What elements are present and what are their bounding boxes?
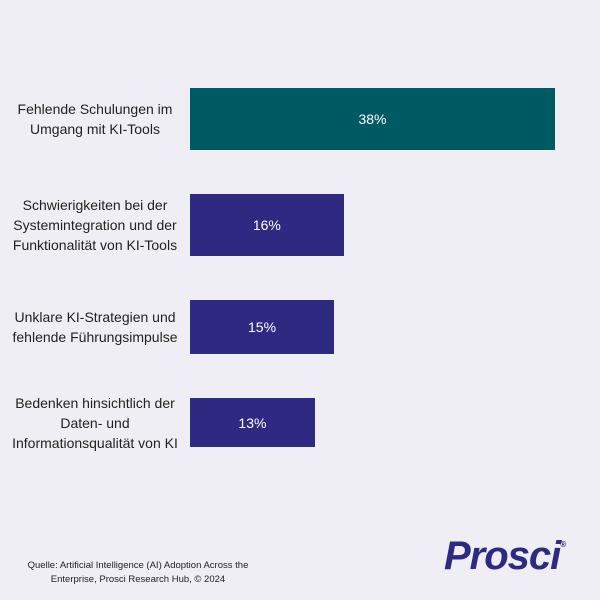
source-note: Quelle: Artificial Intelligence (AI) Ado… [27,560,249,585]
bar-value-label: 16% [252,217,281,233]
category-label: Fehlende Schulungen im Umgang mit KI-Too… [0,76,190,162]
category-label: Bedenken hinsichtlich der Daten- und Inf… [0,386,190,459]
bar-value-label: 15% [248,319,277,335]
category-label-text: Fehlende Schulungen im Umgang mit KI-Too… [17,101,173,137]
bar-value-label: 13% [238,414,267,431]
bar-4: 13% [190,398,315,447]
category-label-text: Bedenken hinsichtlich der Daten- und Inf… [12,394,178,451]
bar-chart: 38% Fehlende Schulungen im Umgang mit KI-… [0,76,555,459]
bar-2: 16% [190,194,344,256]
category-label: Unklare KI-Strategien und fehlende Führu… [0,288,190,366]
category-label-text: Unklare KI-Strategien und fehlende Führu… [12,309,178,345]
category-label-text: Schwierigkeiten bei der Systemintegratio… [12,197,178,253]
category-label: Schwierigkeiten bei der Systemintegratio… [0,182,190,268]
bar-3: 15% [190,300,335,354]
bar-value-label: 38% [358,111,387,127]
bar-1: 38% [190,88,555,150]
logo-text: Prosci [444,534,561,578]
registered-mark: ® [560,540,566,549]
prosci-logo: Prosci® [444,534,566,579]
